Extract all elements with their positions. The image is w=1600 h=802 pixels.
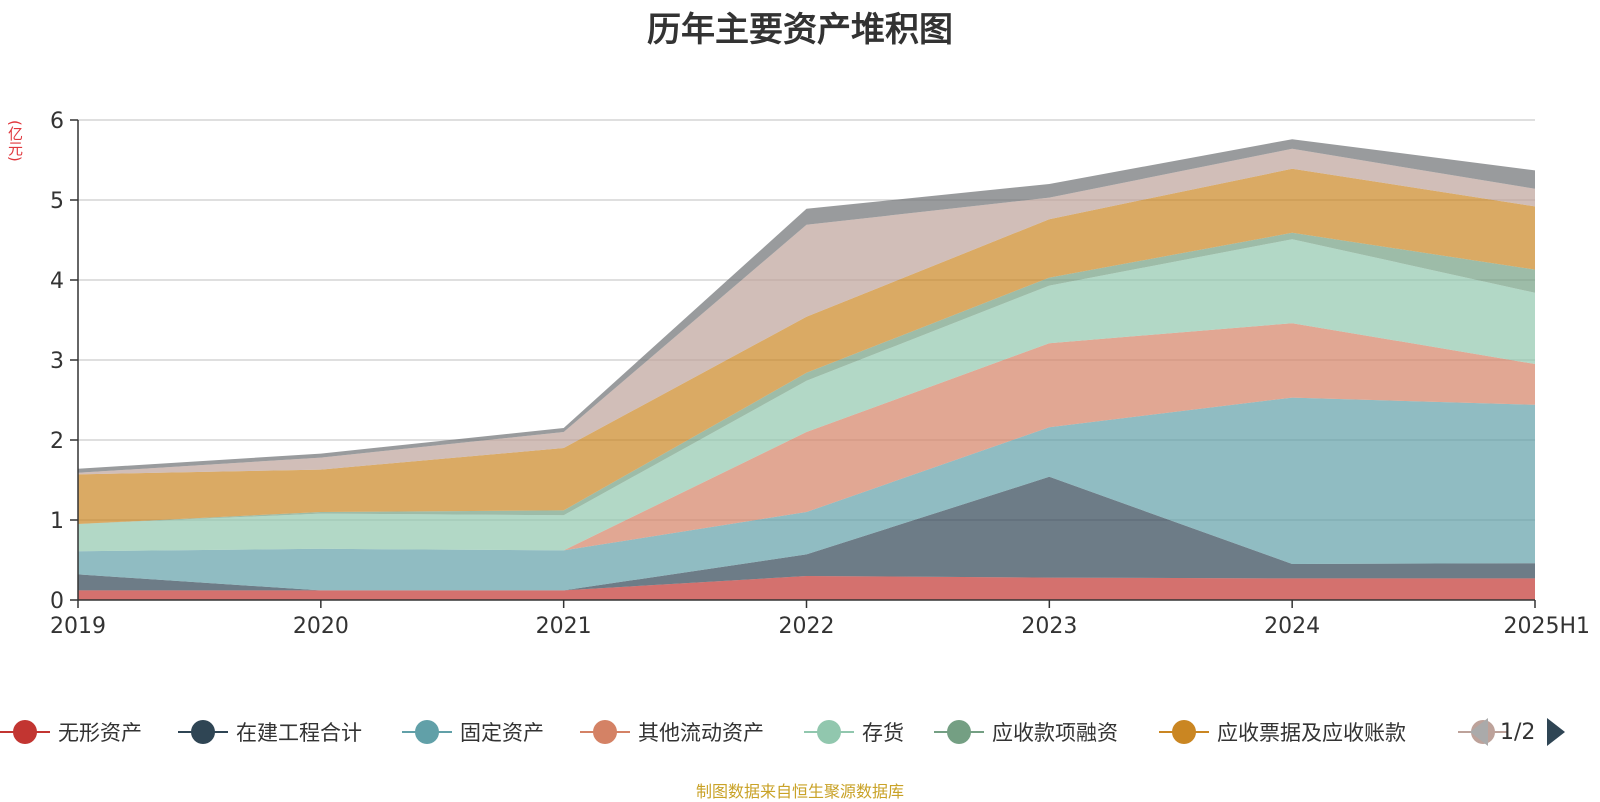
y-tick-label: 6 <box>50 109 64 134</box>
legend-label: 存货 <box>862 721 904 745</box>
area-series-1[interactable] <box>78 476 1535 591</box>
x-tick-label: 2019 <box>50 614 106 639</box>
axes <box>70 119 1536 608</box>
legend-item[interactable]: 固定资产 <box>402 712 544 752</box>
area-series-0[interactable] <box>78 576 1535 600</box>
legend-label: 固定资产 <box>460 721 544 745</box>
legend-item[interactable]: 应收票据及应收账款 <box>1159 712 1406 752</box>
legend-marker-icon <box>1159 717 1209 747</box>
legend-item[interactable]: 在建工程合计 <box>178 712 362 752</box>
legend-item[interactable]: 无形资产 <box>0 712 142 752</box>
area-series-4[interactable] <box>78 239 1535 552</box>
source-note: 制图数据来自恒生聚源数据库 <box>695 782 904 801</box>
legend-label: 应收款项融资 <box>992 721 1118 745</box>
x-tick-label: 2020 <box>293 614 349 639</box>
y-axis-unit: (亿元) <box>6 120 24 162</box>
area-series-3[interactable] <box>78 323 1535 552</box>
stacked-area-chart: 0 1 2 3 4 5 6 2019 2020 2021 2022 2023 2024 2025H1 <box>50 109 1590 639</box>
legend-marker-icon <box>402 717 452 747</box>
legend-marker-icon <box>804 717 854 747</box>
legend-page-label: 1/2 <box>1500 719 1536 745</box>
y-tick-label: 4 <box>50 269 64 294</box>
legend-label: 其他流动资产 <box>638 721 764 745</box>
y-tick-label: 2 <box>50 429 64 454</box>
legend-marker-icon <box>178 717 228 747</box>
y-tick-label: 1 <box>50 509 64 534</box>
chart-title: 历年主要资产堆积图 <box>647 10 953 50</box>
area-series <box>78 139 1535 600</box>
legend-marker-icon <box>580 717 630 747</box>
tick-labels: 0 1 2 3 4 5 6 2019 2020 2021 2022 2023 2024 2025H1 <box>50 109 1590 639</box>
y-tick-label: 3 <box>50 349 64 374</box>
area-series-6[interactable] <box>78 168 1535 525</box>
area-series-2[interactable] <box>78 397 1535 591</box>
y-tick-label: 0 <box>50 589 64 614</box>
x-tick-label: 2022 <box>779 614 835 639</box>
legend-item[interactable]: 存货 <box>804 712 904 752</box>
legend-label: 应收票据及应收账款 <box>1217 721 1406 745</box>
x-tick-label: 2023 <box>1021 614 1077 639</box>
legend: 无形资产 在建工程合计 固定资产 其他流动资产 存货 应收款项融资 应收票据及应收账款 <box>0 712 1600 752</box>
area-series-5[interactable] <box>78 232 1535 525</box>
legend-item[interactable]: 应收款项融资 <box>934 712 1118 752</box>
legend-marker-icon <box>0 717 50 747</box>
legend-next-arrow-icon[interactable] <box>1547 718 1566 746</box>
x-tick-label: 2025H1 <box>1503 614 1590 639</box>
x-tick-label: 2021 <box>536 614 592 639</box>
legend-label: 在建工程合计 <box>236 721 362 745</box>
x-tick-label: 2024 <box>1264 614 1320 639</box>
legend-marker-icon <box>934 717 984 747</box>
legend-item[interactable]: 其他流动资产 <box>580 712 764 752</box>
legend-label: 无形资产 <box>58 721 142 745</box>
legend-prev-arrow-icon[interactable] <box>1470 718 1488 746</box>
area-series-7[interactable] <box>78 148 1535 475</box>
y-tick-label: 5 <box>50 189 64 214</box>
legend-pager: 1/2 <box>1470 712 1600 752</box>
